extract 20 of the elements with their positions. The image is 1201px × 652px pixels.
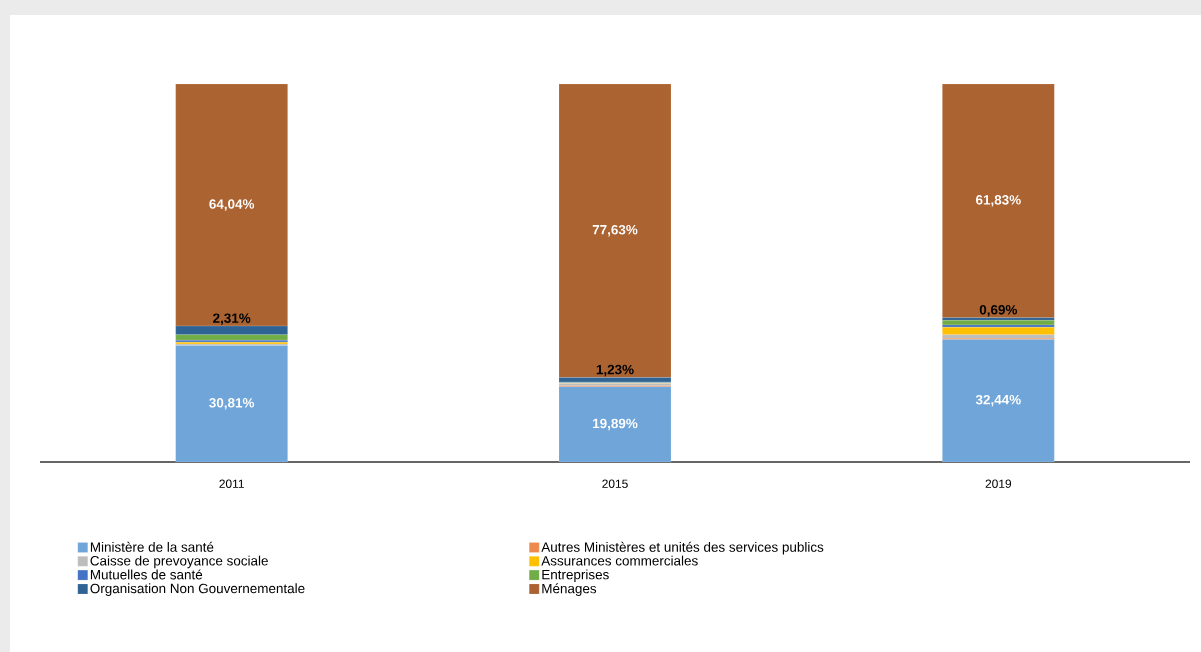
x-tick-label: 2011 [219,479,244,488]
legend-label: Assurances commerciales [541,555,698,566]
data-label: 30,81% [209,398,255,410]
legend-label: Entreprises [542,569,609,583]
legend-label: Ministère de la santé [90,541,214,552]
data-label: 1,23% [596,364,634,377]
legend-label: Autres Ministères et unités des services publics [541,541,824,555]
legend-label: Organisation Non Gouvernementale [90,583,305,596]
data-label: 64,04% [209,199,255,211]
legend-label: Ménages [542,583,597,596]
data-label: 19,89% [593,418,638,431]
legend-label: Caisse de prevoyance sociale [90,555,268,569]
data-label: 77,63% [592,224,638,237]
x-tick-label: 2019 [985,479,1012,488]
legend-label: Mutuelles de santé [90,569,203,580]
x-tick-label: 2015 [602,479,628,488]
data-label: 32,44% [975,394,1021,407]
data-label: 0,69% [979,305,1018,317]
data-label: 61,83% [976,195,1021,207]
data-label: 2,31% [213,313,251,325]
